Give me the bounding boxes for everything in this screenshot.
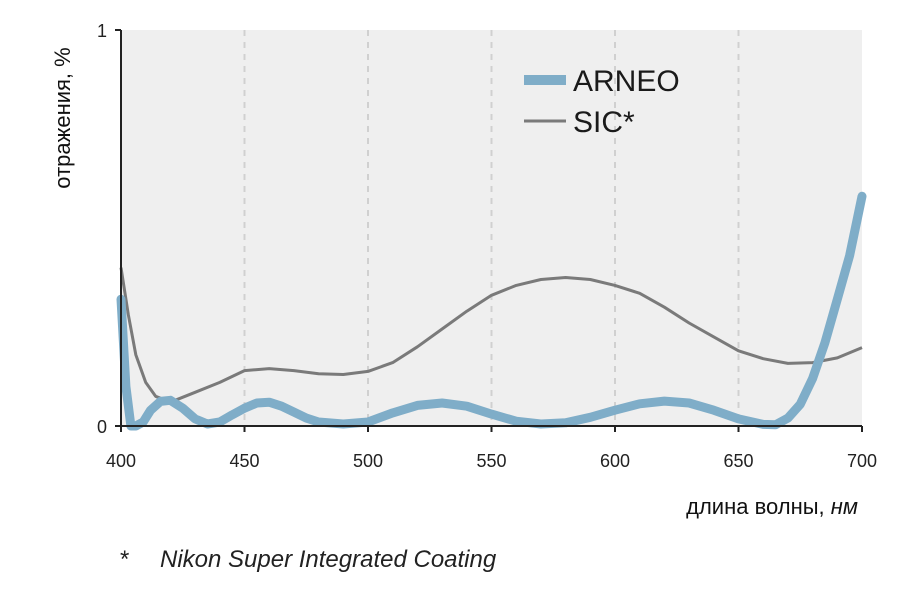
x-tick-label-500: 500 (353, 451, 383, 471)
x-tick-label-700: 700 (847, 451, 877, 471)
series-line-sic (119, 267, 863, 404)
x-axis-label-main: длина волны, (686, 494, 831, 519)
y-tick-label-1: 1 (97, 21, 107, 41)
legend-label-arneo: ARNEO (573, 65, 680, 98)
x-tick-label-600: 600 (600, 451, 630, 471)
x-tick-labels: 400 450 500 550 600 650 700 (106, 451, 877, 471)
x-axis-label-unit: нм (831, 494, 858, 519)
footnote-asterisk: * (120, 546, 130, 573)
axes (115, 29, 863, 432)
legend: ARNEO SIC* (524, 65, 680, 139)
x-tick-label-450: 450 (229, 451, 259, 471)
footnote-text: Nikon Super Integrated Coating (160, 546, 497, 573)
x-tick-label-400: 400 (106, 451, 136, 471)
x-tick-label-550: 550 (476, 451, 506, 471)
y-tick-labels: 01 (97, 21, 107, 437)
y-tick-label-0: 0 (97, 417, 107, 437)
x-axis-label: длина волны, нм (686, 494, 858, 519)
footnote: * Nikon Super Integrated Coating (120, 546, 496, 574)
x-tick-label-650: 650 (723, 451, 753, 471)
grid-lines (243, 30, 740, 426)
legend-label-sic: SIC* (573, 106, 635, 139)
series-line-arneo (116, 191, 867, 431)
series-layer (116, 191, 867, 431)
y-axis-label: отражения, % (50, 47, 75, 188)
